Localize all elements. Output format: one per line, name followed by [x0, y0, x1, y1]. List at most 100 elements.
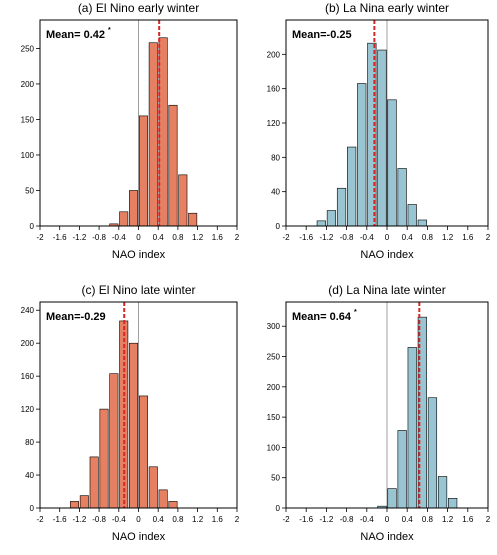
panel-b-x-axis-label: NAO index [360, 249, 414, 261]
panel-c-bar-3 [99, 408, 109, 509]
panel-d-x-tick-label-4: -0.4 [360, 515, 374, 524]
panel-d-y-tick-label-5: 250 [267, 353, 281, 362]
panel-d-x-tick-label-5: 0 [385, 515, 390, 524]
panel-c-x-tick-label-5: 0 [136, 515, 141, 524]
panel-a-y-tick-label-0: 0 [30, 222, 35, 231]
panel-a-x-tick-label-8: 1.2 [192, 233, 204, 242]
panel-b-title: (b) La Nina early winter [325, 1, 449, 15]
panel-d-bar-2 [397, 430, 407, 509]
panel-c-x-tick-label-3: -0.8 [92, 515, 106, 524]
panel-b-y-tick-label-2: 80 [271, 153, 280, 162]
panel-b-x-tick-label-1: -1.6 [299, 233, 313, 242]
panel-a-x-tick-label-5: 0 [136, 233, 141, 242]
panel-c-bar-9 [158, 489, 168, 509]
panel-b-x-tick-label-6: 0.4 [402, 233, 414, 242]
panel-a-bar-1 [119, 211, 129, 227]
panel-c-bar-8 [148, 466, 158, 509]
panel-a-x-tick-label-9: 1.6 [212, 233, 224, 242]
panel-b-bar-7 [387, 99, 397, 227]
panel-d-x-tick-label-8: 1.2 [442, 515, 454, 524]
panel-b-x-tick-label-7: 0.8 [422, 233, 434, 242]
panel-a-y-tick-label-2: 100 [21, 151, 35, 160]
panel-a-x-axis-label: NAO index [112, 249, 166, 261]
panel-d-y-tick-label-2: 100 [267, 443, 281, 452]
panel-b-y-tick-label-4: 160 [267, 85, 281, 94]
panel-d-bar-7 [448, 498, 458, 509]
panel-d-x-tick-label-10: 2 [486, 515, 491, 524]
panel-a-mean-label: Mean= 0.42 [46, 29, 105, 41]
panel-a: (a) El Nino early winter -2 -1.6 -1.2 -0.8 -0… [21, 1, 240, 261]
panel-c-bar-2 [89, 456, 99, 509]
panel-c-y-tick-label-0: 0 [30, 504, 35, 513]
panel-a-x-tick-label-6: 0.4 [153, 233, 165, 242]
panel-b-bar-0 [316, 220, 326, 227]
panel-b-bar-1 [326, 210, 337, 227]
panel-d: (d) La Nina late winter -2 -1.6 -1.2 -0.8 -0.… [267, 283, 491, 543]
panel-d-y-tick-label-6: 300 [267, 322, 281, 331]
panel-b-bar-9 [407, 204, 417, 227]
panel-d-bar-3 [407, 347, 417, 509]
panel-b-bar-8 [397, 168, 407, 227]
panel-d-mean-label: Mean= 0.64 [292, 311, 352, 323]
panel-b: (b) La Nina early winter -2 -1.6 -1.2 -0.8 -0… [267, 1, 491, 261]
panel-b-x-tick-label-8: 1.2 [442, 233, 454, 242]
panel-a-y-tick-label-1: 50 [25, 186, 34, 195]
panel-c-y-tick-label-5: 200 [21, 339, 35, 348]
panel-b-mean-label: Mean=-0.25 [292, 29, 352, 41]
panel-d-x-tick-label-0: -2 [282, 515, 290, 524]
panel-c-y-tick-label-3: 120 [21, 405, 35, 414]
panel-c-bar-0 [69, 501, 79, 509]
panel-c: (c) El Nino late winter -2 -1.6 -1.2 -0.8 -0.… [21, 283, 240, 543]
panel-c-x-tick-label-8: 1.2 [192, 515, 204, 524]
panel-c-title: (c) El Nino late winter [81, 283, 195, 297]
panel-d-x-tick-label-7: 0.8 [422, 515, 434, 524]
panel-d-x-tick-label-2: -1.2 [320, 515, 334, 524]
panel-c-bar-6 [129, 342, 139, 509]
panel-d-bar-6 [437, 476, 448, 509]
panel-c-y-tick-label-4: 160 [21, 372, 35, 381]
panel-d-y-tick-label-3: 150 [267, 413, 281, 422]
panel-d-y-tick-label-0: 0 [276, 504, 281, 513]
panel-d-significance-star: * [354, 309, 357, 316]
panel-a-x-tick-label-2: -1.2 [73, 233, 87, 242]
panel-b-x-tick-label-2: -1.2 [320, 233, 334, 242]
panel-a-bar-7 [178, 174, 188, 227]
panel-c-x-tick-label-7: 0.8 [172, 515, 184, 524]
panel-c-x-tick-label-1: -1.6 [53, 515, 67, 524]
panel-c-x-tick-label-4: -0.4 [112, 515, 126, 524]
panel-d-x-axis-label: NAO index [360, 531, 414, 543]
panel-b-bar-10 [417, 219, 427, 227]
panel-d-y-tick-label-1: 50 [271, 474, 280, 483]
panel-c-x-tick-label-2: -1.2 [73, 515, 87, 524]
panel-c-mean-label: Mean=-0.29 [46, 311, 106, 323]
panel-a-bar-4 [148, 42, 158, 227]
panel-b-x-tick-label-0: -2 [282, 233, 290, 242]
panel-d-x-tick-label-9: 1.6 [462, 515, 474, 524]
panel-b-y-tick-label-5: 200 [267, 50, 281, 59]
panel-c-bar-4 [109, 373, 119, 509]
panel-b-x-tick-label-3: -0.8 [340, 233, 354, 242]
panel-b-y-tick-label-1: 40 [271, 188, 280, 197]
panel-d-bar-5 [427, 397, 438, 509]
panel-c-y-tick-label-1: 40 [25, 471, 34, 480]
panel-b-bar-6 [377, 49, 387, 227]
panel-d-x-tick-label-3: -0.8 [340, 515, 354, 524]
panel-a-x-tick-label-3: -0.8 [92, 233, 106, 242]
panel-a-bar-6 [168, 104, 178, 227]
panel-c-x-axis-label: NAO index [112, 531, 166, 543]
panel-b-x-tick-label-5: 0 [385, 233, 390, 242]
panel-b-y-tick-label-3: 120 [267, 119, 281, 128]
panel-a-bar-3 [138, 115, 148, 227]
panel-a-x-tick-label-0: -2 [36, 233, 44, 242]
panel-c-x-tick-label-0: -2 [36, 515, 44, 524]
panel-c-x-tick-label-10: 2 [235, 515, 240, 524]
panel-a-y-tick-label-3: 150 [21, 115, 35, 124]
panel-c-x-tick-label-6: 0.4 [153, 515, 165, 524]
panel-b-x-tick-label-10: 2 [486, 233, 491, 242]
panel-c-bar-7 [138, 395, 148, 509]
panel-c-bar-10 [168, 501, 178, 509]
panel-d-x-tick-label-6: 0.4 [402, 515, 414, 524]
panel-b-bar-2 [336, 187, 347, 227]
